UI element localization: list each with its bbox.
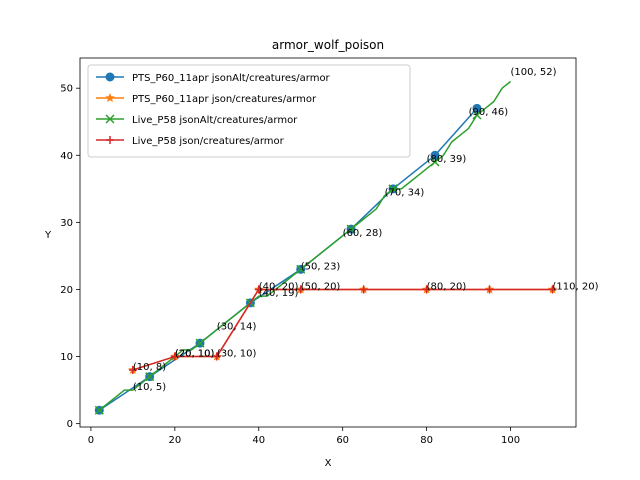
y-tick-label: 10 (60, 352, 73, 363)
data-label: (20, 10) (175, 349, 215, 360)
legend-marker (106, 136, 114, 144)
legend-marker (105, 92, 115, 103)
data-point (472, 110, 482, 120)
legend: PTS_P60_11apr jsonAlt/creatures/armor PTS… (87, 64, 411, 158)
data-point (94, 405, 104, 415)
legend-item: Live_P58 jsonAlt/creatures/armor (96, 114, 298, 126)
y-tick-label: 40 (60, 151, 73, 162)
data-label: (20, 10) (175, 349, 215, 360)
data-label: (90, 46) (469, 107, 509, 118)
data-point (128, 365, 137, 374)
x-tick-label: 0 (88, 435, 94, 446)
legend-label: Live_P58 json/creatures/armor (132, 136, 285, 147)
axes-frame (79, 57, 577, 428)
y-tick-label: 0 (67, 419, 73, 430)
series-3 (128, 285, 557, 374)
x-tick-label: 60 (336, 435, 349, 446)
y-tick-label: 20 (60, 285, 73, 296)
data-label: (40, 20) (259, 281, 299, 292)
data-point (195, 338, 205, 348)
data-point (388, 184, 398, 194)
data-label: (10, 5) (133, 382, 166, 393)
data-point (430, 150, 440, 160)
data-point (548, 285, 557, 294)
legend-item: PTS_P60_11apr json/creatures/armor (96, 92, 317, 105)
legend-marker (105, 114, 115, 124)
data-label: (50, 20) (301, 281, 341, 292)
data-point (485, 285, 494, 294)
data-label: (30, 10) (217, 349, 257, 360)
y-axis-label: Y (44, 230, 52, 241)
data-label: (80, 20) (427, 281, 467, 292)
y-tick-label: 30 (60, 218, 73, 229)
data-point (170, 352, 179, 361)
data-label: (60, 28) (343, 228, 383, 239)
data-point (346, 224, 356, 234)
series-2 (94, 80, 512, 415)
data-label: (50, 23) (301, 261, 341, 272)
legend-box (87, 64, 411, 158)
chart-title: armor_wolf_poison (272, 38, 384, 52)
series-1 (127, 284, 558, 375)
data-label: (100, 52) (511, 67, 557, 78)
data-point (359, 285, 368, 294)
data-label: (110, 20) (553, 281, 599, 292)
data-label: (70, 34) (385, 188, 425, 199)
plot-area: 0 20 40 60 80 100 0 10 20 30 40 50 (10, 5) (10, 8) (20… (60, 57, 599, 446)
data-point (296, 264, 306, 274)
data-label: (40, 19) (259, 288, 299, 299)
data-point (296, 285, 305, 294)
x-axis-label: X (325, 458, 332, 469)
legend-marker (105, 72, 115, 82)
data-label: (10, 8) (133, 362, 166, 373)
data-point (145, 372, 155, 382)
legend-item: PTS_P60_11apr jsonAlt/creatures/armor (96, 72, 331, 84)
data-point (212, 352, 221, 361)
x-tick-label: 20 (168, 435, 181, 446)
x-tick-label: 100 (501, 435, 520, 446)
x-tick-label: 80 (420, 435, 433, 446)
x-tick-label: 40 (252, 435, 265, 446)
legend-item: Live_P58 json/creatures/armor (96, 136, 285, 147)
data-label: (30, 14) (217, 322, 257, 333)
legend-label: PTS_P60_11apr jsonAlt/creatures/armor (132, 73, 331, 84)
data-point (472, 103, 482, 113)
y-tick-label: 50 (60, 84, 73, 95)
legend-label: Live_P58 jsonAlt/creatures/armor (132, 115, 298, 126)
data-point (422, 285, 431, 294)
data-point (254, 285, 263, 294)
data-point (430, 157, 440, 167)
legend-label: PTS_P60_11apr json/creatures/armor (132, 94, 317, 105)
data-label: (80, 39) (427, 154, 467, 165)
